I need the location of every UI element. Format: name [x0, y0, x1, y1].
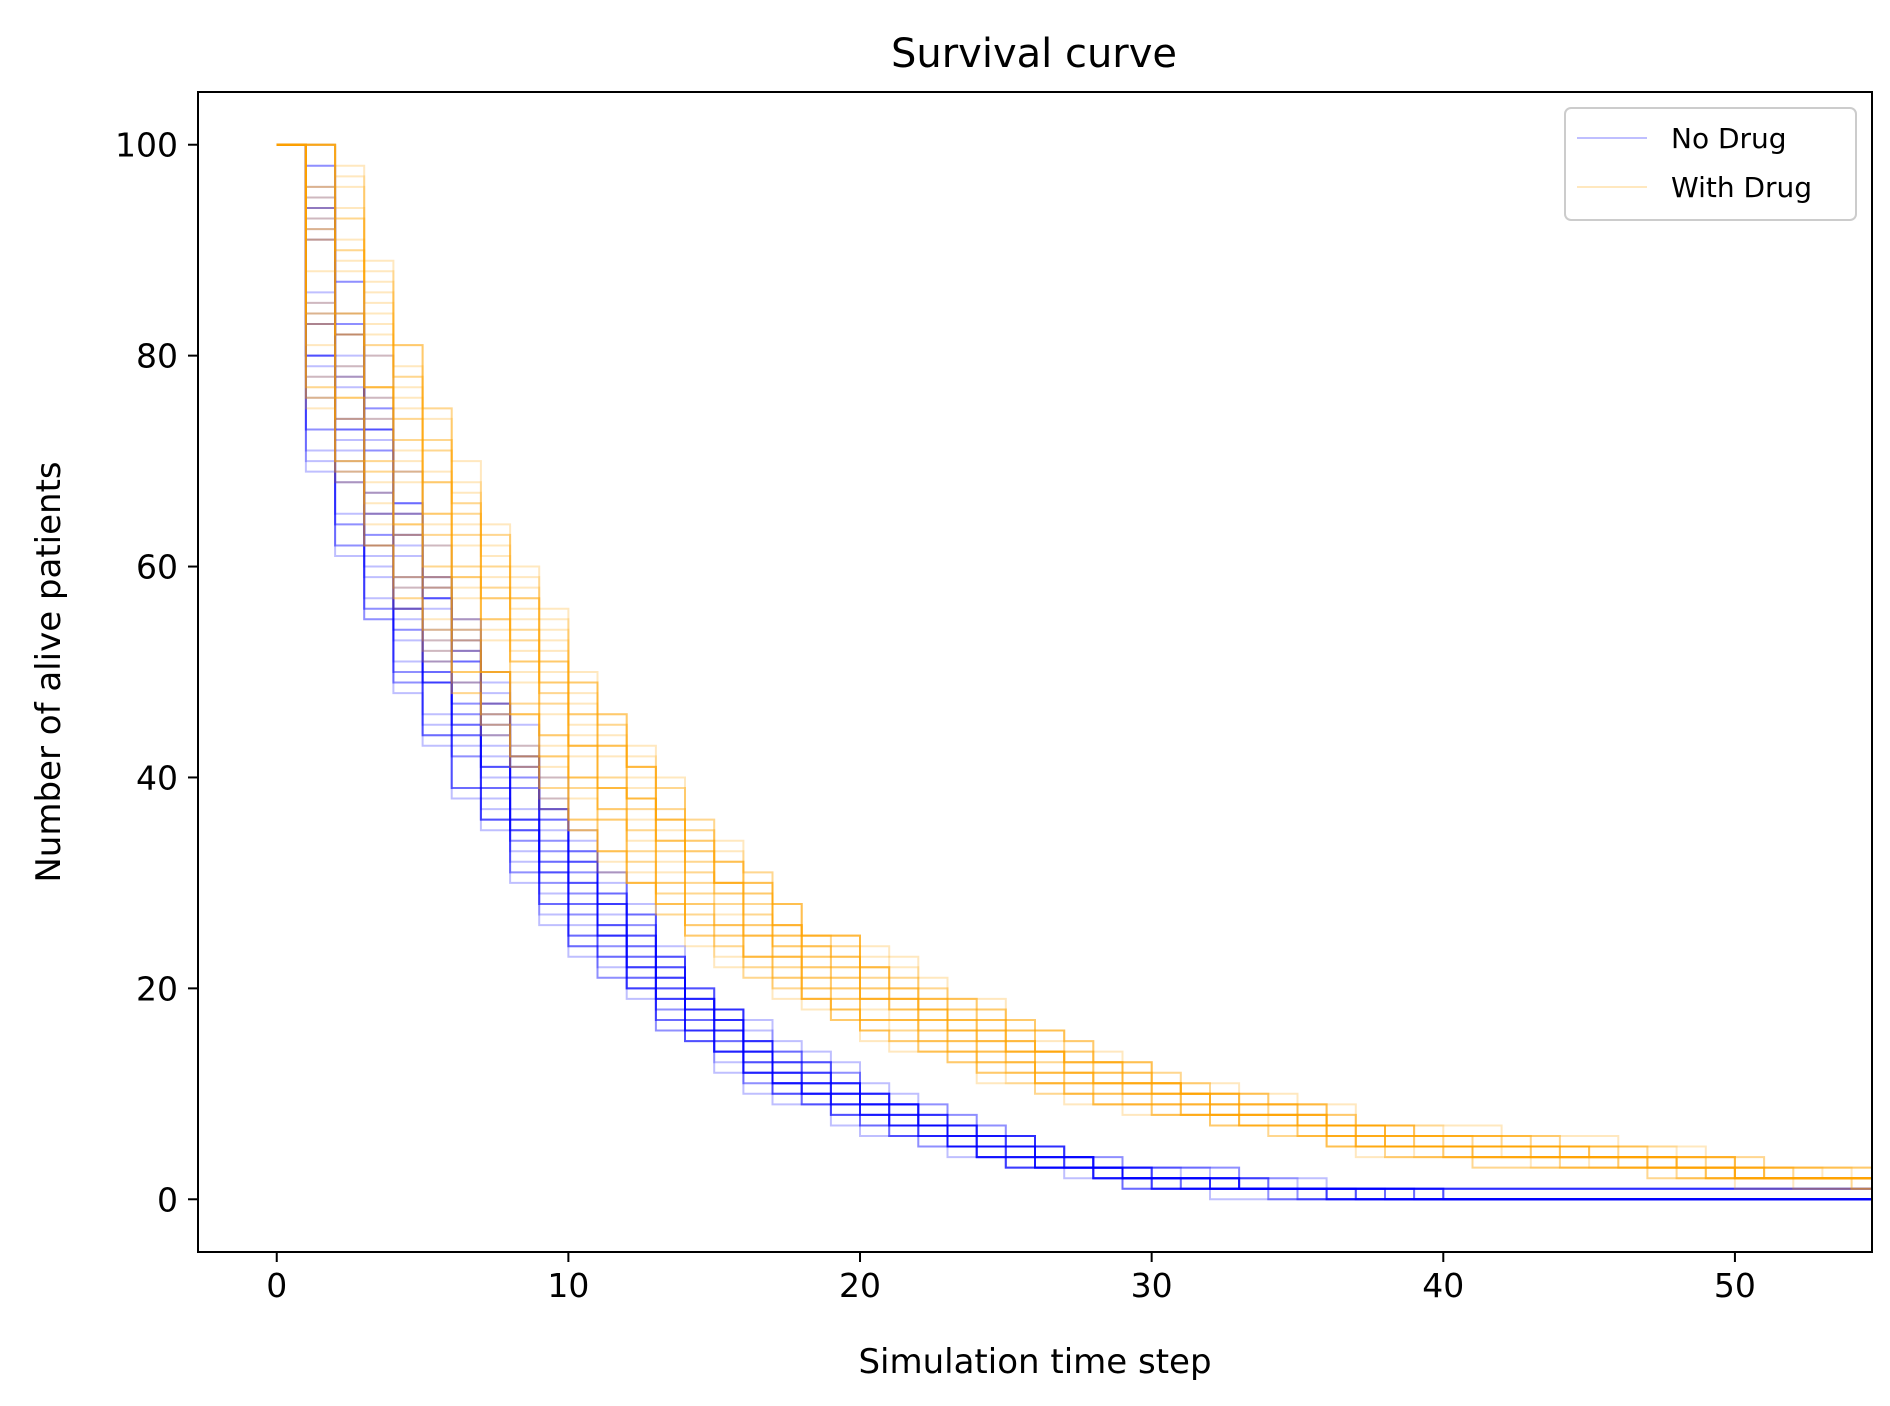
survival-run-line [276, 143, 1872, 1180]
survival-run-line [276, 143, 1872, 1180]
survival-run-line [276, 143, 1872, 1190]
survival-run-line [276, 143, 1872, 1201]
y-tick-label: 60 [136, 548, 178, 587]
survival-run-line [276, 143, 1872, 1201]
y-axis-label: Number of alive patients [29, 461, 69, 882]
survival-run-line [276, 143, 1872, 1190]
y-tick-label: 0 [157, 1180, 178, 1219]
survival-run-line [276, 143, 1872, 1180]
survival-run-line [276, 143, 1872, 1180]
survival-run-line [276, 143, 1872, 1180]
survival-run-line [276, 143, 1872, 1180]
survival-run-line [276, 143, 1872, 1180]
survival-run-line [276, 143, 1872, 1180]
survival-run-line [276, 143, 1872, 1201]
survival-run-line [276, 143, 1872, 1180]
survival-run-line [276, 143, 1872, 1201]
plot-frame [197, 91, 1873, 1253]
legend-label-with-drug: With Drug [1671, 171, 1812, 204]
chart-title: Survival curve [891, 31, 1177, 77]
survival-run-line [276, 143, 1872, 1190]
survival-run-line [276, 143, 1872, 1201]
survival-run-line [276, 143, 1872, 1180]
x-tick-label: 30 [1131, 1266, 1173, 1305]
legend-label-no-drug: No Drug [1671, 122, 1787, 155]
survival-run-line [276, 143, 1872, 1201]
x-tick-label: 10 [547, 1266, 589, 1305]
legend: No Drug With Drug [1564, 107, 1857, 221]
survival-run-line [276, 143, 1872, 1201]
survival-run-line [276, 143, 1872, 1190]
legend-box [1564, 107, 1857, 221]
survival-run-line [276, 143, 1872, 1180]
survival-run-line [276, 143, 1872, 1190]
survival-run-line [276, 143, 1872, 1180]
y-tick-label: 40 [136, 758, 178, 797]
survival-run-line [276, 143, 1872, 1190]
survival-run-line [276, 143, 1872, 1180]
y-tick-label: 80 [136, 337, 178, 376]
survival-run-line [276, 143, 1872, 1201]
survival-run-line [276, 143, 1872, 1180]
survival-run-line [276, 143, 1872, 1180]
survival-run-line [276, 143, 1872, 1180]
survival-run-line [276, 143, 1872, 1169]
series-0-runs [276, 143, 1872, 1201]
survival-run-line [276, 143, 1872, 1190]
survival-run-line [276, 143, 1872, 1201]
survival-run-line [276, 143, 1872, 1201]
survival-run-line [276, 143, 1872, 1201]
y-tick-label: 100 [115, 126, 178, 165]
survival-run-line [276, 143, 1872, 1180]
survival-run-line [276, 143, 1872, 1201]
y-tick-label: 20 [136, 969, 178, 1008]
survival-run-line [276, 143, 1872, 1190]
x-tick-label: 0 [266, 1266, 287, 1305]
x-axis-label: Simulation time step [858, 1342, 1211, 1382]
survival-run-line [276, 143, 1872, 1169]
x-tick-label: 40 [1422, 1266, 1464, 1305]
survival-run-line [276, 143, 1872, 1180]
x-tick-label: 20 [839, 1266, 881, 1305]
series-layer [276, 143, 1872, 1201]
survival-run-line [276, 143, 1872, 1201]
survival-run-line [276, 143, 1872, 1180]
survival-run-line [276, 143, 1872, 1201]
survival-run-line [276, 143, 1872, 1201]
survival-run-line [276, 143, 1872, 1180]
survival-run-line [276, 143, 1872, 1201]
survival-run-line [276, 143, 1872, 1201]
survival-run-line [276, 143, 1872, 1201]
survival-run-line [276, 143, 1872, 1201]
survival-run-line [276, 143, 1872, 1201]
survival-run-line [276, 143, 1872, 1201]
x-tick-label: 50 [1714, 1266, 1756, 1305]
survival-run-line [276, 143, 1872, 1201]
survival-run-line [276, 143, 1872, 1201]
survival-run-line [276, 143, 1872, 1190]
survival-run-line [276, 143, 1872, 1190]
survival-run-line [276, 143, 1872, 1180]
survival-run-line [276, 143, 1872, 1201]
y-axis: 0 20 40 60 80 100 [115, 126, 198, 1219]
survival-run-line [276, 143, 1872, 1180]
survival-run-line [276, 143, 1872, 1169]
x-axis: 0 10 20 30 40 50 [266, 1252, 1756, 1305]
survival-run-line [276, 143, 1872, 1180]
series-1-runs [276, 143, 1872, 1190]
